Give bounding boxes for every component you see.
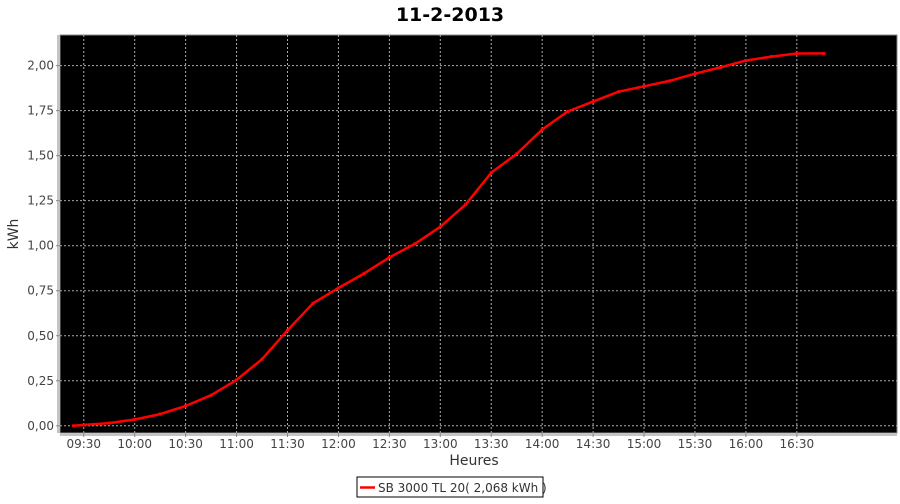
data-point (184, 404, 188, 408)
data-point (133, 417, 137, 421)
data-point (744, 59, 748, 63)
data-point (311, 301, 315, 305)
data-point (235, 378, 239, 382)
x-tick-label: 13:30 (474, 437, 509, 451)
data-point (718, 65, 722, 69)
x-tick-label: 16:00 (729, 437, 764, 451)
y-tick-label: 0,50 (27, 329, 54, 343)
x-tick-label: 13:00 (423, 437, 458, 451)
grid (60, 35, 897, 433)
data-point (286, 328, 290, 332)
data-point (82, 423, 86, 427)
data-point (489, 171, 493, 175)
legend: SB 3000 TL 20( 2,068 kWh ) (356, 476, 547, 498)
x-tick-label: 11:00 (219, 437, 254, 451)
y-tick-label: 1,50 (27, 149, 54, 163)
legend-box (356, 476, 544, 498)
data-point (107, 421, 111, 425)
x-tick-label: 15:30 (678, 437, 713, 451)
y-axis-label: kWh (6, 219, 22, 250)
y-tick-label: 0,75 (27, 284, 54, 298)
x-tick-label: 11:30 (270, 437, 305, 451)
data-point (617, 90, 621, 94)
y-tick-label: 0,25 (27, 374, 54, 388)
x-tick-label: 12:30 (372, 437, 407, 451)
data-point (464, 202, 468, 206)
data-point (642, 84, 646, 88)
data-point (566, 110, 570, 114)
data-point (540, 128, 544, 132)
data-point (158, 412, 162, 416)
data-point (693, 72, 697, 76)
x-tick-label: 14:30 (576, 437, 611, 451)
x-tick-label: 10:00 (117, 437, 152, 451)
data-point (822, 51, 826, 55)
x-tick-label: 14:00 (525, 437, 560, 451)
data-point (515, 152, 519, 156)
y-tick-label: 2,00 (27, 59, 54, 73)
x-tick-label: 10:30 (168, 437, 203, 451)
data-point (795, 52, 799, 56)
x-tick-label: 09:30 (66, 437, 101, 451)
y-tick-label: 1,75 (27, 104, 54, 118)
plot-area (59, 34, 898, 434)
y-axis: 0,00 0,25 0,50 0,75 1,00 1,25 1,50 1,75 2,00 (27, 35, 60, 433)
data-point (72, 424, 76, 428)
data-point (336, 286, 340, 290)
x-tick-label: 16:30 (780, 437, 815, 451)
data-point (209, 393, 213, 397)
data-point (362, 272, 366, 276)
y-tick-label: 1,25 (27, 194, 54, 208)
data-point (260, 357, 264, 361)
data-point (769, 55, 773, 59)
y-tick-label: 1,00 (27, 239, 54, 253)
chart-title: 11-2-2013 (396, 4, 504, 26)
x-axis: 09:30 10:00 10:30 11:00 11:30 12:00 12:30 13:00… (60, 433, 897, 451)
data-point (387, 255, 391, 259)
data-point (667, 79, 671, 83)
data-point (438, 225, 442, 229)
y-tick-label: 0,00 (27, 419, 54, 433)
series-layer (72, 51, 826, 428)
x-tick-label: 15:00 (627, 437, 662, 451)
legend-label: SB 3000 TL 20( 2,068 kWh ) (378, 481, 547, 495)
x-tick-label: 12:00 (321, 437, 356, 451)
data-point (591, 100, 595, 104)
x-axis-label: Heures (449, 453, 498, 469)
data-point (413, 242, 417, 246)
